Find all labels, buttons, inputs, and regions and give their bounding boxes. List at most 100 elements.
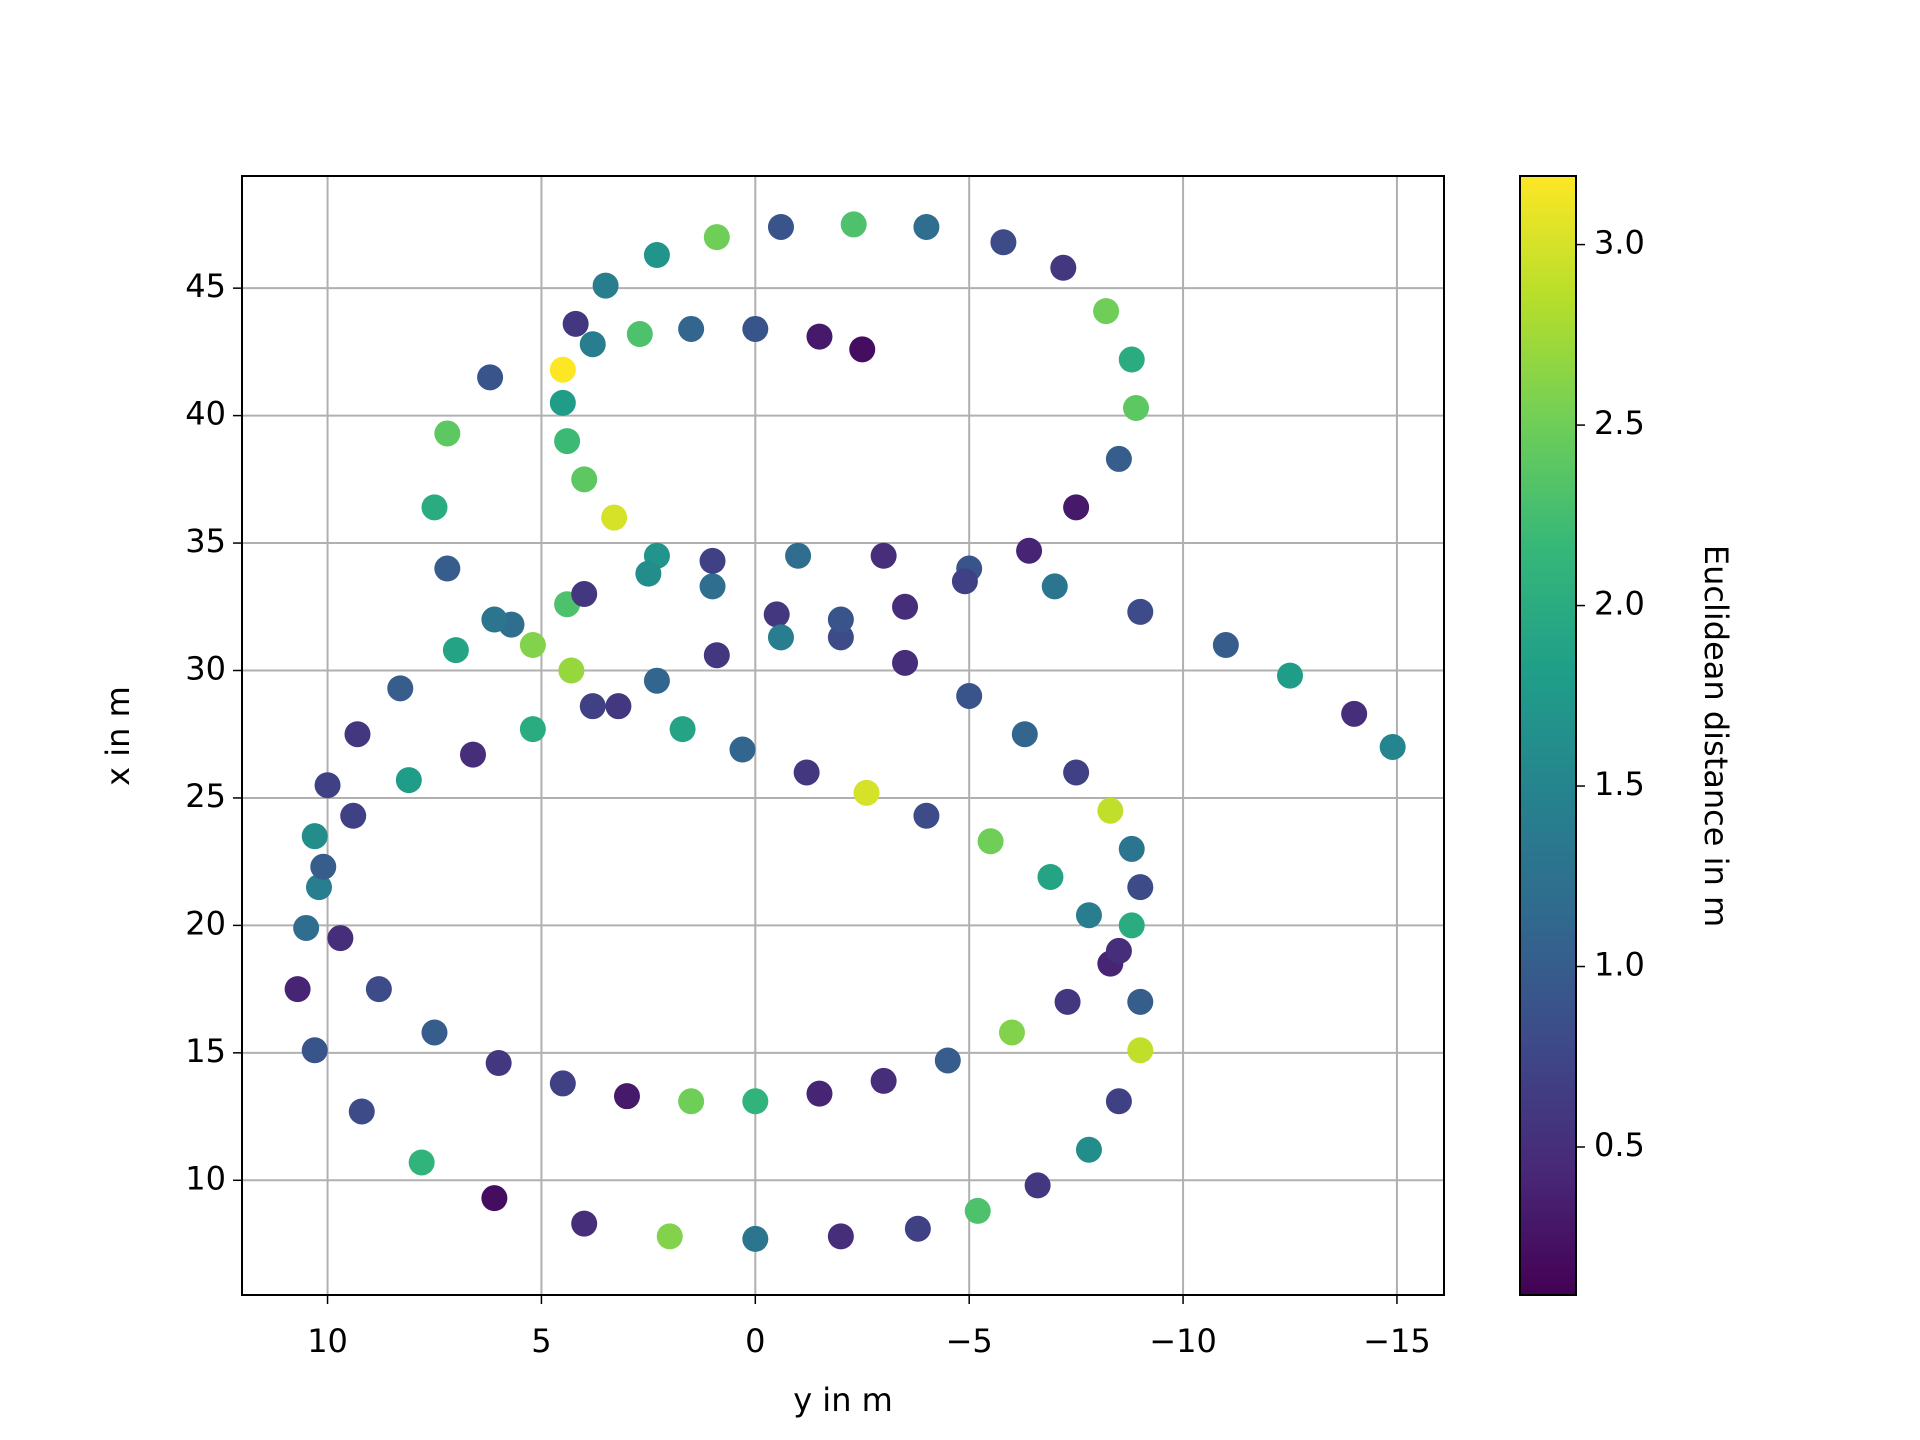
point [742, 1088, 769, 1115]
point [678, 1088, 705, 1115]
points [284, 211, 1406, 1252]
point [481, 1185, 508, 1212]
point [442, 637, 469, 664]
point [643, 667, 670, 694]
point [485, 1050, 512, 1077]
point [1024, 1172, 1051, 1199]
point [459, 741, 486, 768]
grid [242, 176, 1444, 1295]
point [1050, 254, 1077, 281]
point [549, 389, 576, 416]
point [1075, 902, 1102, 929]
point [579, 693, 606, 720]
colorbar-tick-label: 2.5 [1594, 404, 1645, 442]
colorbar-tick-label: 3.0 [1594, 224, 1645, 262]
point [742, 1225, 769, 1252]
point [1118, 835, 1145, 862]
point [558, 657, 585, 684]
point [605, 693, 632, 720]
point [348, 1098, 375, 1125]
point [571, 466, 598, 493]
point [767, 624, 794, 651]
point [434, 555, 461, 582]
point [870, 542, 897, 569]
point [1118, 346, 1145, 373]
point [519, 632, 546, 659]
point [434, 420, 461, 447]
y-tick-label: 25 [185, 777, 226, 815]
point [562, 310, 589, 337]
point [1277, 662, 1304, 689]
point [1016, 537, 1043, 564]
y-tick-label: 20 [185, 904, 226, 942]
point [699, 573, 726, 600]
colorbar-tick-label: 1.0 [1594, 946, 1645, 984]
point [990, 229, 1017, 256]
x-tick-label: −15 [1363, 1322, 1431, 1360]
colorbar-tick-label: 1.5 [1594, 765, 1645, 803]
x-tick-label: 5 [531, 1322, 551, 1360]
point [870, 1067, 897, 1094]
point [314, 772, 341, 799]
point [643, 242, 670, 269]
point [956, 682, 983, 709]
point [1105, 937, 1132, 964]
point [635, 560, 662, 587]
x-tick-label: 10 [307, 1322, 348, 1360]
point [310, 853, 337, 880]
point [785, 542, 812, 569]
point [840, 211, 867, 238]
point [806, 1080, 833, 1107]
point [1127, 1037, 1154, 1064]
point [549, 1070, 576, 1097]
point [913, 213, 940, 240]
point [742, 315, 769, 342]
point [340, 802, 367, 829]
y-axis-label: x in m [99, 686, 137, 786]
colorbar-label: Euclidean distance in m [1697, 545, 1735, 927]
point [1011, 721, 1038, 748]
point [365, 976, 392, 1003]
y-tick-label: 15 [185, 1032, 226, 1070]
point [1054, 988, 1081, 1015]
point [729, 736, 756, 763]
point [767, 213, 794, 240]
point [1127, 874, 1154, 901]
y-tick-label: 35 [185, 522, 226, 560]
point [592, 272, 619, 299]
point [934, 1047, 961, 1074]
point [1097, 797, 1124, 824]
point [1075, 1136, 1102, 1163]
point [1379, 733, 1406, 760]
point [977, 828, 1004, 855]
point [827, 1223, 854, 1250]
point [849, 336, 876, 363]
plot-frame [241, 175, 1445, 1296]
y-tick-label: 40 [185, 395, 226, 433]
point [656, 1223, 683, 1250]
point [293, 914, 320, 941]
point [549, 356, 576, 383]
point [678, 315, 705, 342]
x-tick-label: −5 [946, 1322, 993, 1360]
point [571, 581, 598, 608]
point [601, 504, 628, 531]
y-tick-label: 10 [185, 1159, 226, 1197]
point [344, 721, 371, 748]
point [1063, 494, 1090, 521]
point [1105, 1088, 1132, 1115]
point [669, 716, 696, 743]
point [964, 1197, 991, 1224]
x-tick-label: −10 [1149, 1322, 1217, 1360]
point [827, 606, 854, 633]
y-tick-label: 45 [185, 267, 226, 305]
colorbar-tick-label: 0.5 [1594, 1126, 1645, 1164]
point [1105, 445, 1132, 472]
point [613, 1083, 640, 1110]
point [408, 1149, 435, 1176]
colorbar [1519, 175, 1577, 1296]
point [913, 802, 940, 829]
point [1118, 912, 1145, 939]
